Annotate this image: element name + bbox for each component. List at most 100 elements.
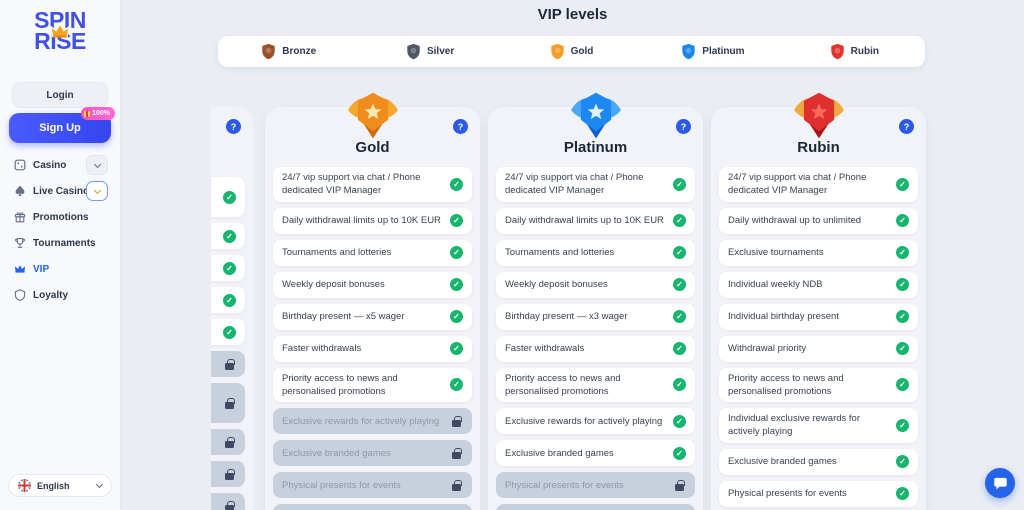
sidebar-item-promotions[interactable]: Promotions [0, 204, 121, 230]
perk-text: Priority access to news and personalised… [728, 372, 844, 397]
tab-label: Platinum [702, 46, 745, 57]
perk-row: Tournaments and lotteries ✓ [273, 239, 472, 266]
perk-row: Daily withdrawal limits up to 10K EUR ✓ [273, 207, 472, 234]
sidebar-item-label: Casino [33, 159, 67, 171]
language-selector[interactable]: English [8, 474, 112, 497]
lock-icon [452, 479, 462, 491]
perk-text: Exclusive branded games [282, 447, 391, 459]
check-icon: ✓ [673, 342, 686, 356]
casino-expand-button[interactable] [86, 155, 108, 175]
check-icon: ✓ [450, 246, 463, 260]
perk-row: Birthday present — x5 wager ✓ [273, 303, 472, 330]
perk-row: Priority access to news and personalised… [273, 367, 472, 403]
tab-gold[interactable]: Gold [501, 36, 642, 67]
perk-text: Exclusive tournaments [728, 246, 824, 258]
check-icon: ✓ [673, 310, 686, 324]
help-button[interactable]: ? [676, 119, 691, 134]
check-icon: ✓ [673, 378, 686, 392]
column-title: Rubin [797, 139, 840, 156]
check-icon: ✓ [896, 310, 909, 324]
check-icon: ✓ [896, 418, 909, 432]
lock-icon [452, 415, 462, 427]
perk-text: Tournaments and lotteries [505, 246, 615, 258]
gold-badge-icon [347, 92, 398, 139]
perk-text: 24/7 vip support via chat / Phone dedica… [728, 172, 867, 197]
perk-row: ✓ [211, 255, 245, 281]
chat-button[interactable] [985, 468, 1015, 498]
chevron-down-icon [93, 186, 101, 194]
perk-row: Individual exclusive rewards for activel… [719, 408, 918, 443]
perk-text: Birthday present — x3 wager [505, 310, 628, 322]
shield-icon [14, 289, 26, 301]
sidebar-item-tournaments[interactable]: Tournaments [0, 230, 121, 256]
sidebar-item-casino[interactable]: Casino [0, 152, 121, 178]
gift-icon [14, 211, 26, 223]
vip-column-platinum: ? Platinum 24/7 vip support via chat / P… [488, 92, 703, 510]
check-icon: ✓ [450, 278, 463, 292]
live-casino-expand-button[interactable] [86, 181, 108, 201]
perk-row: Priority access to news and personalised… [496, 367, 695, 403]
page-title: VIP levels [537, 6, 608, 23]
perk-text: Physical presents for events [505, 479, 624, 491]
gold-shield-icon [550, 43, 564, 60]
perk-text: Exclusive branded games [505, 447, 614, 459]
perk-text: Individual birthday present [728, 310, 839, 322]
perk-row: Birthday present — x3 wager ✓ [496, 303, 695, 330]
bronze-shield-icon [262, 43, 275, 60]
perk-text: Withdrawal priority [728, 342, 807, 354]
check-icon: ✓ [223, 190, 236, 204]
platinum-badge-icon [570, 92, 621, 139]
question-icon: ? [903, 121, 910, 132]
help-button[interactable]: ? [226, 119, 241, 134]
perk-list: 24/7 vip support via chat / Phone dedica… [719, 167, 918, 507]
vip-column-partial: ? ✓ ✓ ✓ ✓ ✓ [211, 107, 253, 510]
check-icon: ✓ [896, 214, 909, 228]
logo: SPIN RISE [10, 7, 110, 53]
crown-icon [14, 263, 26, 275]
check-icon: ✓ [450, 214, 463, 228]
question-icon: ? [457, 121, 464, 132]
sidebar-item-loyalty[interactable]: Loyalty [0, 282, 121, 308]
signup-label: Sign Up [39, 122, 81, 134]
sidebar-item-label: Tournaments [33, 237, 96, 249]
perk-row: Individual weekly NDB ✓ [719, 271, 918, 298]
login-label: Login [46, 89, 74, 101]
lock-icon [225, 358, 235, 370]
tab-bronze[interactable]: Bronze [218, 36, 359, 67]
sidebar-item-vip[interactable]: VIP [0, 256, 121, 282]
logo-line1: SPIN [34, 7, 86, 33]
lock-icon [675, 479, 685, 491]
check-icon: ✓ [450, 342, 463, 356]
perk-row: Faster withdrawals ✓ [273, 335, 472, 362]
levels-tab-bar: Bronze Silver Gold Platinum Rubin [218, 36, 925, 67]
check-icon: ✓ [223, 261, 236, 275]
signup-button[interactable]: Sign Up 100% [9, 107, 115, 143]
perk-row: 24/7 vip support via chat / Phone dedica… [496, 167, 695, 202]
perk-text: Tournaments and lotteries [282, 246, 392, 258]
question-icon: ? [680, 121, 687, 132]
perk-row: Tournaments and lotteries ✓ [496, 239, 695, 266]
help-button[interactable]: ? [453, 119, 468, 134]
lock-icon [225, 500, 235, 510]
perk-list: 24/7 vip support via chat / Phone dedica… [273, 167, 472, 510]
crown-logo-icon [50, 23, 70, 38]
perk-row: Exclusive rewards for actively playing ✓ [496, 408, 695, 435]
tab-silver[interactable]: Silver [359, 36, 500, 67]
login-button[interactable]: Login [12, 82, 108, 108]
perk-row: Exclusive branded games ✓ [496, 440, 695, 467]
column-title: Platinum [563, 139, 628, 156]
help-button[interactable]: ? [899, 119, 914, 134]
perk-text: Individual exclusive rewards for activel… [728, 413, 861, 438]
lock-icon [225, 436, 235, 448]
sidebar-item-live-casino[interactable]: Live Casino [0, 178, 121, 204]
check-icon: ✓ [450, 378, 463, 392]
tab-label: Gold [570, 46, 594, 57]
tab-platinum[interactable]: Platinum [642, 36, 783, 67]
language-label: English [37, 480, 70, 491]
check-icon: ✓ [896, 378, 909, 392]
perk-text: Daily withdrawal limits up to 10K EUR [505, 214, 664, 226]
vip-column-rubin: ? Rubin 24/7 vip support via chat / Phon… [711, 92, 926, 510]
tab-rubin[interactable]: Rubin [784, 36, 925, 67]
perk-row: Daily withdrawal up to unlimited ✓ [719, 207, 918, 234]
perk-text: Physical presents for events [728, 488, 847, 500]
